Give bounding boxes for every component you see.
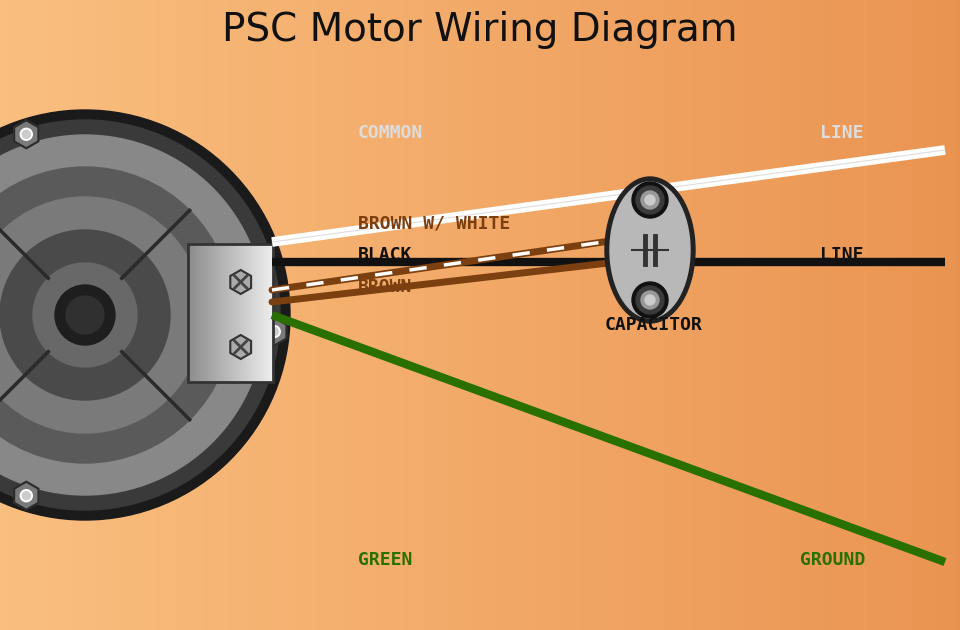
Circle shape: [0, 135, 265, 495]
Circle shape: [0, 167, 233, 463]
Text: GREEN: GREEN: [358, 551, 413, 569]
Circle shape: [0, 120, 280, 510]
Text: LINE: LINE: [820, 124, 863, 142]
Text: BROWN: BROWN: [358, 278, 413, 296]
Circle shape: [22, 130, 31, 139]
Text: BLACK: BLACK: [358, 246, 413, 264]
Circle shape: [641, 291, 659, 309]
Circle shape: [66, 296, 104, 334]
Ellipse shape: [610, 182, 690, 318]
Circle shape: [0, 230, 170, 400]
Text: LINE: LINE: [820, 246, 863, 264]
Circle shape: [33, 263, 137, 367]
Circle shape: [0, 197, 203, 433]
Circle shape: [20, 490, 33, 501]
Circle shape: [632, 282, 668, 318]
Circle shape: [55, 285, 115, 345]
Circle shape: [636, 286, 664, 314]
Text: COMMON: COMMON: [358, 124, 423, 142]
Circle shape: [632, 182, 668, 218]
Text: BROWN W/ WHITE: BROWN W/ WHITE: [358, 214, 511, 232]
Circle shape: [645, 295, 655, 305]
Circle shape: [268, 326, 280, 338]
Circle shape: [20, 129, 33, 140]
Circle shape: [271, 328, 278, 336]
Circle shape: [641, 191, 659, 209]
Circle shape: [636, 186, 664, 214]
Circle shape: [22, 491, 31, 500]
Text: PSC Motor Wiring Diagram: PSC Motor Wiring Diagram: [223, 11, 737, 49]
Text: CAPACITOR: CAPACITOR: [605, 316, 703, 334]
Text: GROUND: GROUND: [800, 551, 865, 569]
Ellipse shape: [605, 177, 695, 323]
Circle shape: [645, 195, 655, 205]
Circle shape: [0, 110, 290, 520]
